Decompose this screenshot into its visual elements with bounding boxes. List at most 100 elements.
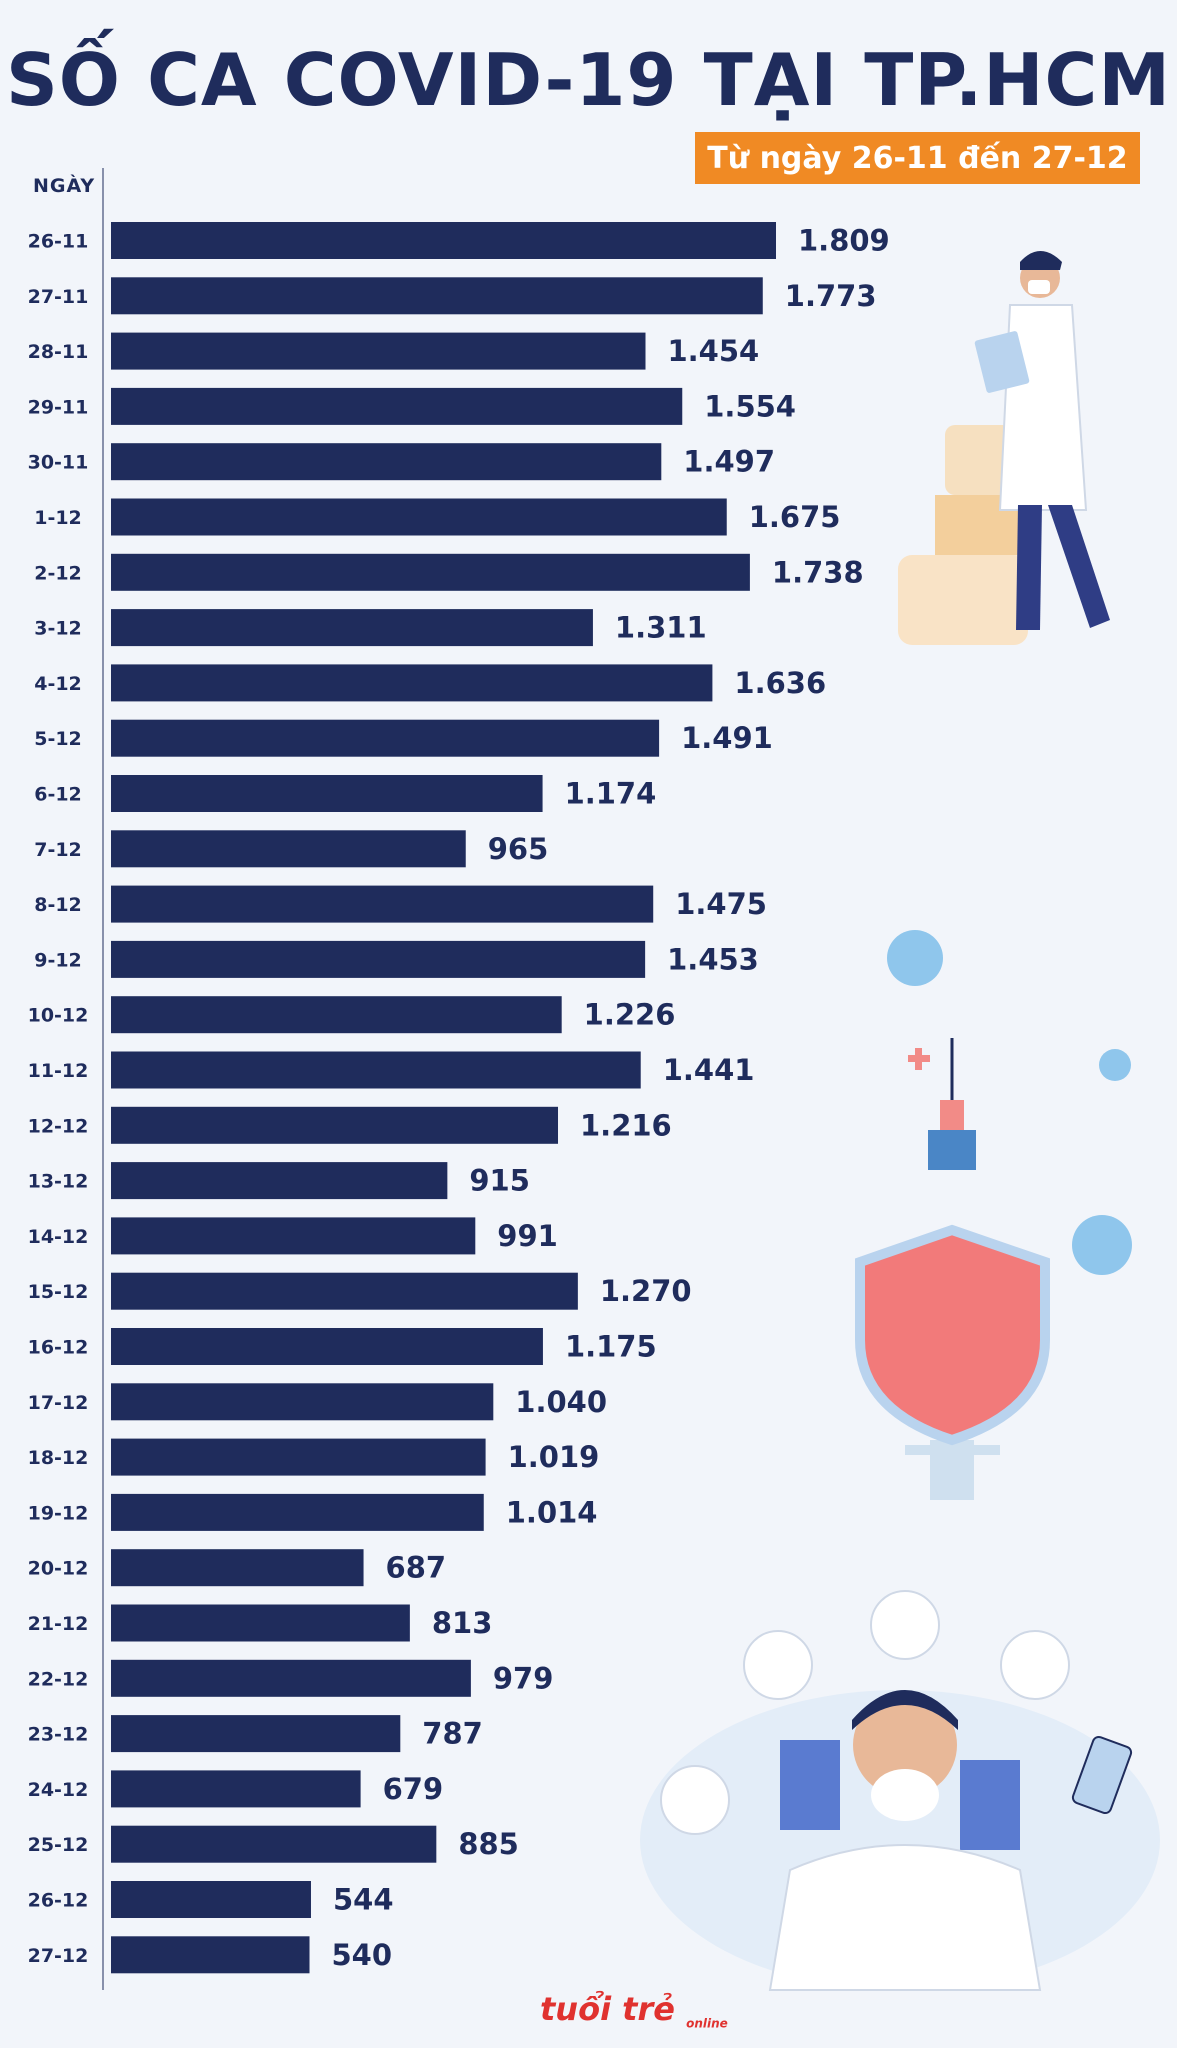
- health-worker-illustration: [640, 1590, 1160, 1991]
- category-label: 1-12: [34, 507, 82, 529]
- bar: [111, 1162, 448, 1200]
- bars-group: 26-11 1.809 27-11 1.773 28-11 1.454 29-11 1.554…: [28, 222, 890, 1974]
- category-label: 8-12: [34, 894, 82, 916]
- category-label: 23-12: [28, 1724, 89, 1746]
- bar: [111, 940, 646, 978]
- value-label: 1.809: [798, 224, 890, 258]
- value-label: 1.453: [667, 942, 759, 976]
- syringe-icon: [905, 1038, 1000, 1500]
- category-label: 24-12: [28, 1779, 89, 1801]
- value-label: 965: [488, 832, 549, 866]
- category-label: 27-11: [28, 286, 89, 308]
- value-label: 1.311: [615, 611, 707, 645]
- bar: [111, 1770, 361, 1808]
- value-label: 1.454: [667, 334, 759, 368]
- value-label: 813: [432, 1606, 493, 1640]
- bar: [111, 1438, 486, 1476]
- bar: [111, 1217, 476, 1255]
- value-label: 1.226: [584, 998, 676, 1032]
- bar: [111, 443, 662, 481]
- brand-logo: tuổi trẻ online: [540, 1990, 728, 2030]
- category-label: 29-11: [28, 396, 89, 418]
- value-label: 1.019: [508, 1440, 600, 1474]
- bar: [111, 222, 776, 259]
- bar: [111, 1604, 410, 1642]
- bar: [111, 664, 713, 702]
- category-label: 27-12: [28, 1945, 89, 1967]
- bar: [111, 775, 543, 812]
- shield-icon: [855, 1224, 1050, 1446]
- category-label: 12-12: [28, 1115, 89, 1137]
- value-label: 1.554: [704, 389, 796, 423]
- bar: [111, 609, 593, 647]
- value-label: 1.270: [600, 1274, 692, 1308]
- category-label: 9-12: [34, 949, 82, 971]
- value-label: 991: [497, 1219, 558, 1253]
- bar: [111, 1715, 401, 1753]
- category-label: 30-11: [28, 452, 89, 474]
- category-label: 16-12: [28, 1337, 89, 1359]
- bar: [111, 1493, 484, 1531]
- category-label: 17-12: [28, 1392, 89, 1414]
- value-label: 1.216: [580, 1108, 672, 1142]
- value-label: 1.636: [734, 666, 826, 700]
- value-label: 679: [383, 1772, 444, 1806]
- bar: [111, 1881, 311, 1918]
- category-label: 6-12: [34, 784, 82, 806]
- bar: [111, 1328, 543, 1365]
- value-label: 1.040: [515, 1385, 607, 1419]
- category-label: 19-12: [28, 1502, 89, 1524]
- category-label: 14-12: [28, 1226, 89, 1248]
- bar: [111, 498, 727, 536]
- axis-label: NGÀY: [33, 175, 96, 197]
- bar: [111, 719, 660, 757]
- category-label: 7-12: [34, 839, 82, 861]
- value-label: 915: [469, 1164, 530, 1198]
- value-label: 1.491: [681, 721, 773, 755]
- bar: [111, 1383, 494, 1421]
- category-label: 25-12: [28, 1834, 89, 1856]
- bar: [111, 332, 646, 370]
- bar: [111, 1106, 559, 1144]
- category-label: 21-12: [28, 1613, 89, 1635]
- bar: [111, 553, 750, 591]
- value-label: 687: [386, 1551, 447, 1585]
- value-label: 787: [422, 1717, 483, 1751]
- value-label: 1.174: [565, 777, 657, 811]
- category-label: 18-12: [28, 1447, 89, 1469]
- category-label: 15-12: [28, 1281, 89, 1303]
- category-label: 3-12: [34, 618, 82, 640]
- doctor-illustration: [898, 251, 1110, 645]
- category-label: 4-12: [34, 673, 82, 695]
- category-label: 26-11: [28, 231, 89, 253]
- bar: [111, 996, 562, 1034]
- value-label: 540: [332, 1938, 393, 1972]
- virus-icon: [887, 930, 1132, 1275]
- bar: [111, 1659, 471, 1697]
- category-label: 28-11: [28, 341, 89, 363]
- category-label: 22-12: [28, 1668, 89, 1690]
- category-label: 11-12: [28, 1060, 89, 1082]
- bar: [111, 387, 683, 425]
- value-label: 979: [493, 1661, 554, 1695]
- date-range-badge: Từ ngày 26-11 đến 27-12: [695, 132, 1140, 184]
- value-label: 544: [333, 1883, 394, 1917]
- value-label: 1.773: [785, 279, 877, 313]
- category-label: 20-12: [28, 1558, 89, 1580]
- bar: [111, 1936, 310, 1974]
- value-label: 1.475: [675, 887, 767, 921]
- bar: [111, 830, 466, 868]
- bar: [111, 1549, 364, 1587]
- value-label: 1.497: [683, 445, 775, 479]
- category-label: 13-12: [28, 1171, 89, 1193]
- page-title: SỐ CA COVID-19 TẠI TP.HCM: [5, 38, 1172, 122]
- value-label: 1.014: [506, 1495, 598, 1529]
- value-label: 1.175: [565, 1330, 657, 1364]
- logo-text: tuổi trẻ: [540, 1990, 675, 2028]
- category-label: 26-12: [28, 1890, 89, 1912]
- bar: [111, 277, 763, 315]
- bar: [111, 1272, 578, 1310]
- category-label: 10-12: [28, 1005, 89, 1027]
- value-label: 1.441: [663, 1053, 755, 1087]
